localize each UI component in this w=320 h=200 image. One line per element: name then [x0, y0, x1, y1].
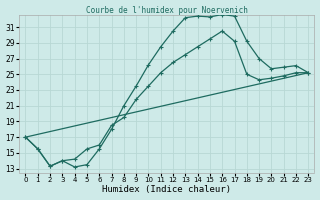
X-axis label: Humidex (Indice chaleur): Humidex (Indice chaleur) — [102, 185, 231, 194]
Title: Courbe de l'humidex pour Noervenich: Courbe de l'humidex pour Noervenich — [86, 6, 248, 15]
